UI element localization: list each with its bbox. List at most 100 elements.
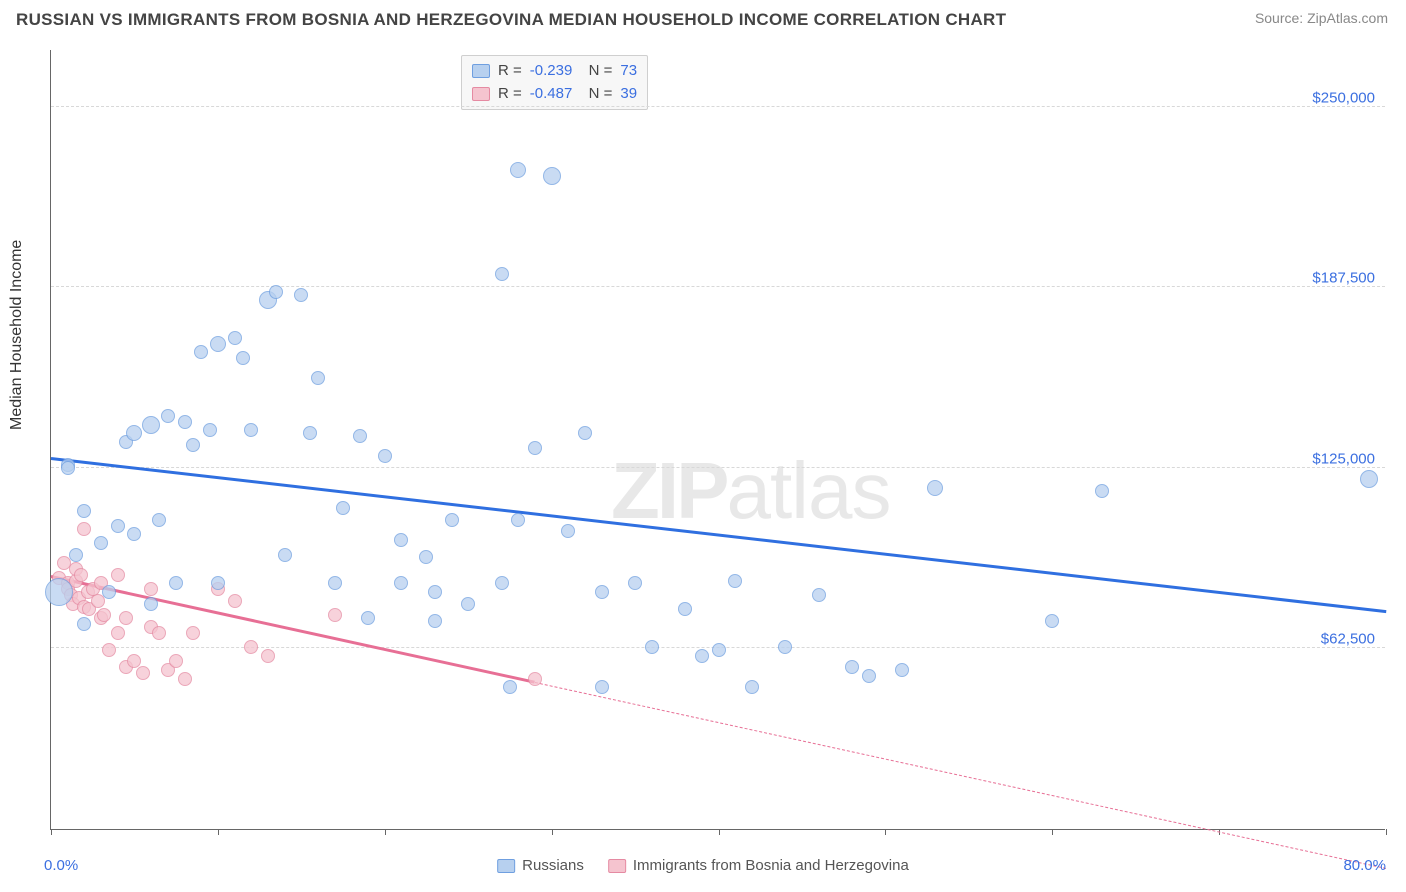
y-tick-label: $62,500 (1321, 631, 1375, 648)
data-point (186, 438, 200, 452)
data-point (97, 608, 111, 622)
data-point (1360, 470, 1378, 488)
x-tick (1052, 829, 1053, 835)
watermark-zip: ZIP (611, 446, 726, 535)
data-point (510, 162, 526, 178)
data-point (303, 426, 317, 440)
data-point (111, 568, 125, 582)
data-point (126, 425, 142, 441)
data-point (69, 548, 83, 562)
data-point (161, 409, 175, 423)
data-point (511, 513, 525, 527)
trend-line (51, 457, 1386, 613)
x-tick (51, 829, 52, 835)
data-point (728, 574, 742, 588)
data-point (77, 504, 91, 518)
data-point (503, 680, 517, 694)
data-point (61, 461, 75, 475)
data-point (77, 617, 91, 631)
data-point (645, 640, 659, 654)
gridline-h (51, 286, 1385, 287)
data-point (595, 585, 609, 599)
data-point (144, 582, 158, 596)
legend-label: Russians (522, 857, 584, 874)
data-point (294, 288, 308, 302)
data-point (136, 666, 150, 680)
data-point (543, 167, 561, 185)
data-point (595, 680, 609, 694)
stat-n-label: N = (580, 83, 612, 106)
data-point (142, 416, 160, 434)
stat-r-label: R = (498, 60, 522, 83)
stat-n-value: 73 (620, 60, 637, 83)
stat-r-value: -0.239 (530, 60, 573, 83)
x-tick (552, 829, 553, 835)
data-point (77, 522, 91, 536)
y-tick-label: $125,000 (1312, 450, 1375, 467)
data-point (152, 626, 166, 640)
data-point (495, 576, 509, 590)
data-point (1095, 484, 1109, 498)
data-point (394, 533, 408, 547)
data-point (178, 415, 192, 429)
data-point (419, 550, 433, 564)
x-tick (385, 829, 386, 835)
data-point (210, 336, 226, 352)
data-point (211, 576, 225, 590)
data-point (578, 426, 592, 440)
data-point (895, 663, 909, 677)
data-point (328, 608, 342, 622)
data-point (236, 351, 250, 365)
data-point (461, 597, 475, 611)
data-point (394, 576, 408, 590)
data-point (244, 640, 258, 654)
data-point (695, 649, 709, 663)
watermark-atlas: atlas (726, 446, 890, 535)
data-point (561, 524, 575, 538)
data-point (45, 578, 73, 606)
data-point (169, 654, 183, 668)
legend-label: Immigrants from Bosnia and Herzegovina (633, 857, 909, 874)
data-point (269, 285, 283, 299)
data-point (528, 672, 542, 686)
data-point (862, 669, 876, 683)
data-point (628, 576, 642, 590)
data-point (336, 501, 350, 515)
legend-stats-box: R = -0.239 N = 73 R = -0.487 N = 39 (461, 55, 648, 110)
data-point (495, 267, 509, 281)
gridline-h (51, 106, 1385, 107)
gridline-h (51, 467, 1385, 468)
x-tick (1386, 829, 1387, 835)
data-point (203, 423, 217, 437)
chart-title: RUSSIAN VS IMMIGRANTS FROM BOSNIA AND HE… (16, 10, 1006, 30)
data-point (1045, 614, 1059, 628)
data-point (127, 527, 141, 541)
stat-n-label: N = (580, 60, 612, 83)
data-point (812, 588, 826, 602)
x-tick (885, 829, 886, 835)
legend-stats-row: R = -0.487 N = 39 (472, 83, 637, 106)
legend-item-bosnia: Immigrants from Bosnia and Herzegovina (608, 857, 909, 874)
data-point (244, 423, 258, 437)
data-point (845, 660, 859, 674)
y-axis-label: Median Household Income (8, 240, 26, 430)
x-axis-max-label: 80.0% (1343, 857, 1386, 874)
data-point (169, 576, 183, 590)
x-tick (719, 829, 720, 835)
data-point (102, 643, 116, 657)
data-point (228, 331, 242, 345)
source-attribution: Source: ZipAtlas.com (1255, 10, 1388, 26)
y-tick-label: $187,500 (1312, 270, 1375, 287)
data-point (102, 585, 116, 599)
legend-stats-row: R = -0.239 N = 73 (472, 60, 637, 83)
x-tick (218, 829, 219, 835)
data-point (111, 519, 125, 533)
data-point (328, 576, 342, 590)
legend-swatch-bosnia (608, 859, 626, 873)
legend-item-russians: Russians (497, 857, 584, 874)
data-point (445, 513, 459, 527)
trend-line-extrapolated (535, 682, 1386, 869)
data-point (353, 429, 367, 443)
data-point (194, 345, 208, 359)
data-point (261, 649, 275, 663)
